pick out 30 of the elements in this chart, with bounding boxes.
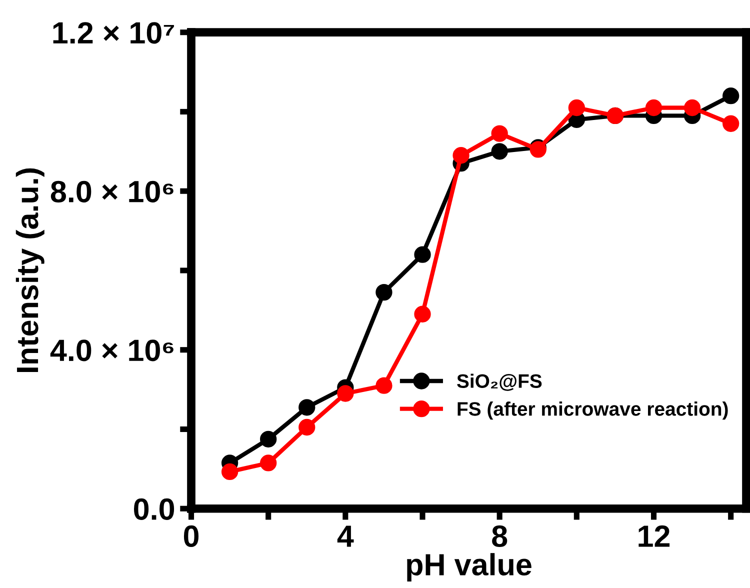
x-tick-label: 0 [184, 525, 198, 548]
point [414, 246, 431, 263]
x-tick-label: 12 [638, 525, 670, 547]
legend-label: SiO₂@FS [457, 374, 542, 391]
legend-label: FS (after microwave reaction) [458, 402, 728, 420]
y-tick-label: 4.0 × 10⁶ [50, 340, 174, 362]
point [298, 418, 316, 436]
point [376, 377, 392, 394]
y-tick-label: 1.2 × 10⁷ [53, 22, 174, 44]
point [568, 99, 585, 116]
x-axis-title: pH value [407, 553, 532, 582]
point [684, 99, 701, 116]
point [722, 115, 740, 132]
point [452, 147, 470, 164]
y-tick-label: 0.0 [134, 498, 174, 520]
point [260, 454, 277, 472]
point [298, 399, 316, 416]
x-tick-label: 4 [337, 526, 354, 547]
point [414, 306, 431, 322]
x-tick-label: 8 [492, 525, 508, 548]
point [221, 463, 238, 480]
point [491, 125, 508, 142]
y-axis-title: Intensity (a.u.) [16, 168, 44, 372]
point [337, 385, 354, 402]
point [491, 143, 508, 160]
point [376, 284, 392, 301]
point [722, 88, 740, 104]
y-tick-label: 8.0 × 10⁶ [50, 180, 174, 202]
point [260, 430, 277, 448]
point [645, 99, 662, 116]
